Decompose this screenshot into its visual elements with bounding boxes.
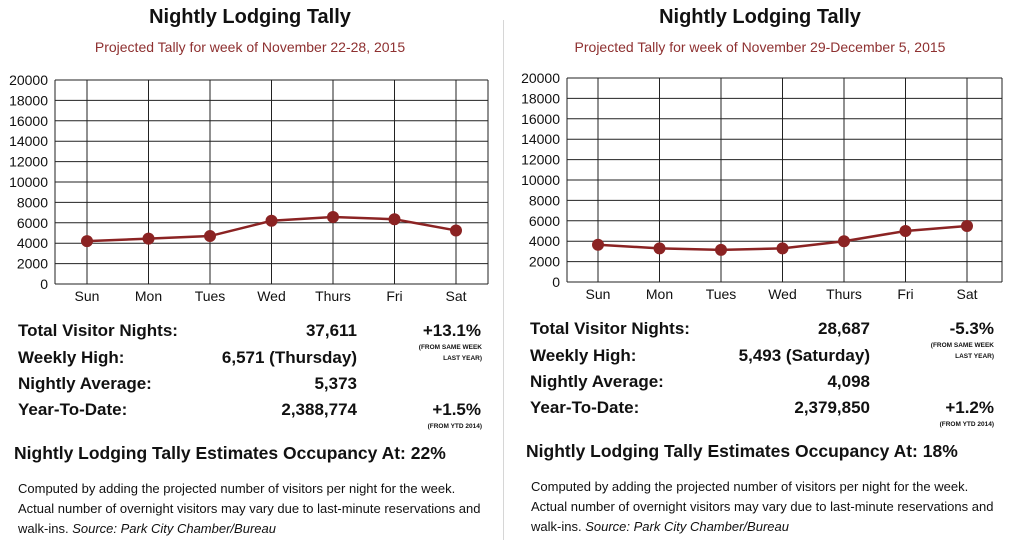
y-tick-label: 10000 [9, 174, 48, 190]
y-tick-label: 8000 [17, 194, 48, 210]
footnote: Computed by adding the projected number … [18, 479, 488, 539]
y-tick-label: 12000 [521, 152, 560, 168]
footnote-text: Computed by adding the projected number … [531, 479, 994, 534]
year-to-date-label: Year-To-Date: [18, 400, 128, 419]
ytd-change-percent: +1.2% [945, 398, 994, 417]
total-note-line-2: LAST YEAR) [443, 355, 482, 362]
panel-title: Nightly Lodging Tally [659, 6, 861, 28]
y-tick-label: 14000 [9, 133, 48, 149]
y-tick-label: 6000 [17, 215, 48, 231]
total-note-line-2: LAST YEAR) [955, 353, 994, 360]
y-tick-label: 16000 [9, 113, 48, 129]
total-change-percent: -5.3% [949, 319, 994, 338]
occupancy-estimate: Nightly Lodging Tally Estimates Occupanc… [14, 443, 446, 463]
x-tick-label: Tues [195, 288, 226, 304]
y-tick-label: 0 [40, 276, 48, 292]
data-point-fri [388, 213, 401, 226]
y-tick-label: 12000 [9, 154, 48, 170]
nightly-average-value: 4,098 [827, 372, 870, 391]
weekly-high-value: 5,493 (Saturday) [738, 346, 870, 365]
y-tick-label: 20000 [9, 72, 48, 88]
x-tick-label: Thurs [315, 288, 351, 304]
data-point-thurs [838, 235, 850, 248]
y-tick-label: 6000 [529, 213, 560, 229]
weekly-high-label: Weekly High: [18, 348, 125, 367]
data-point-sat [961, 219, 973, 232]
x-tick-label: Mon [135, 288, 162, 304]
footnote-source: Source: Park City Chamber/Bureau [72, 521, 276, 536]
panel-subtitle: Projected Tally for week of November 22-… [94, 39, 406, 55]
data-point-fri [899, 225, 912, 237]
x-tick-label: Sun [586, 286, 611, 302]
data-point-tues [715, 243, 727, 256]
footnote-text: Computed by adding the projected number … [18, 481, 481, 536]
y-tick-label: 4000 [17, 235, 48, 251]
total-visitor-nights-label: Total Visitor Nights: [530, 319, 690, 338]
total-note-line-1: (FROM SAME WEEK [930, 342, 994, 349]
total-change-note: (FROM SAME WEEK LAST YEAR) [362, 342, 482, 364]
data-point-mon [142, 232, 155, 245]
data-point-mon [653, 242, 666, 255]
tally-panel-week-2: Nightly Lodging Tally Projected Tally fo… [510, 0, 1010, 550]
data-point-wed [265, 214, 278, 227]
y-tick-label: 18000 [521, 90, 560, 106]
y-tick-label: 0 [552, 274, 560, 290]
x-tick-label: Thurs [826, 286, 862, 302]
total-change-percent: +13.1% [422, 321, 481, 340]
y-tick-label: 4000 [529, 233, 560, 249]
y-tick-label: 20000 [521, 70, 560, 86]
panel-subtitle: Projected Tally for week of November 29-… [574, 39, 946, 55]
nightly-average-label: Nightly Average: [530, 372, 664, 391]
total-visitor-nights-label: Total Visitor Nights: [18, 321, 178, 340]
data-point-sun [592, 238, 604, 251]
y-tick-label: 10000 [521, 172, 560, 188]
nightly-average-label: Nightly Average: [18, 374, 152, 393]
x-tick-label: Tues [706, 286, 737, 302]
data-point-sun [81, 235, 93, 248]
x-tick-label: Fri [897, 286, 913, 302]
footnote-source: Source: Park City Chamber/Bureau [585, 519, 789, 534]
x-tick-label: Sun [75, 288, 100, 304]
x-tick-label: Mon [646, 286, 673, 302]
y-tick-label: 16000 [521, 111, 560, 127]
y-tick-label: 8000 [529, 192, 560, 208]
y-tick-label: 2000 [17, 256, 48, 272]
x-tick-label: Sat [445, 288, 466, 304]
y-tick-label: 14000 [521, 131, 560, 147]
lodging-line-chart: 0 2000 4000 6000 8000 10000 12000 14000 16000 180… [9, 72, 489, 304]
nightly-average-value: 5,373 [314, 374, 357, 393]
data-point-wed [776, 242, 789, 255]
ytd-change-percent: +1.5% [432, 400, 481, 419]
occupancy-estimate: Nightly Lodging Tally Estimates Occupanc… [526, 441, 958, 461]
year-to-date-value: 2,388,774 [281, 400, 357, 419]
x-tick-label: Wed [768, 286, 797, 302]
lodging-line-chart: 0 2000 4000 6000 8000 10000 12000 14000 16000 180… [521, 70, 1003, 302]
data-point-sat [450, 224, 462, 237]
data-point-tues [204, 230, 216, 243]
ytd-change-note: (FROM YTD 2014) [427, 423, 482, 430]
ytd-change-note: (FROM YTD 2014) [939, 421, 994, 428]
total-change-note: (FROM SAME WEEK LAST YEAR) [874, 340, 994, 362]
year-to-date-value: 2,379,850 [794, 398, 870, 417]
x-tick-label: Wed [257, 288, 286, 304]
year-to-date-label: Year-To-Date: [530, 398, 640, 417]
panel-divider [503, 20, 504, 540]
total-visitor-nights-value: 28,687 [818, 319, 870, 338]
data-point-thurs [327, 210, 339, 223]
weekly-high-value: 6,571 (Thursday) [221, 348, 357, 367]
y-tick-label: 18000 [9, 92, 48, 108]
x-tick-label: Fri [386, 288, 402, 304]
total-visitor-nights-value: 37,611 [305, 321, 357, 340]
total-note-line-1: (FROM SAME WEEK [418, 344, 482, 351]
panel-title: Nightly Lodging Tally [149, 6, 351, 28]
weekly-high-label: Weekly High: [530, 346, 637, 365]
y-tick-label: 2000 [529, 254, 560, 270]
footnote: Computed by adding the projected number … [531, 477, 1001, 537]
tally-panel-week-1: Nightly Lodging Tally Projected Tally fo… [0, 0, 500, 550]
x-tick-label: Sat [956, 286, 977, 302]
